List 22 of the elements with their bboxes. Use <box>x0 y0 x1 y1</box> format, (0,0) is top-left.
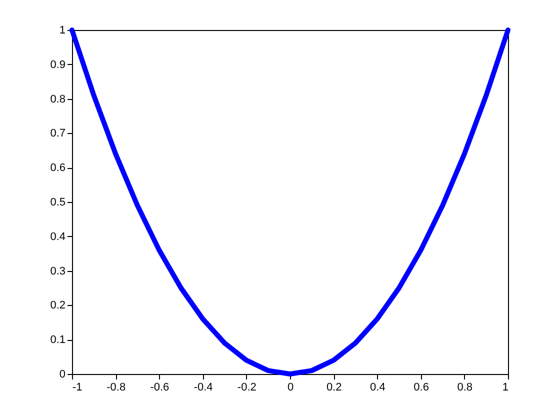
x-tick-label: 0 <box>287 382 294 394</box>
y-tick-label: 0.6 <box>50 162 66 174</box>
x-tick-label: 0.8 <box>457 382 473 394</box>
y-tick-label: 0.1 <box>50 334 66 346</box>
x-tick-label: 1 <box>502 382 508 394</box>
y-tick-label: 0.8 <box>50 93 66 106</box>
y-tick-label: 0.7 <box>50 128 66 140</box>
x-tick-label: 0.2 <box>326 382 342 394</box>
y-tick-label: 0.3 <box>50 265 66 278</box>
x-tick-label: -0.6 <box>150 382 170 394</box>
x-tick-label: -1 <box>72 382 82 394</box>
x-tick-label: -0.4 <box>194 382 213 394</box>
y-tick-label: 1 <box>59 24 66 36</box>
y-tick-label: 0.4 <box>50 230 66 243</box>
y-tick-label: 0.5 <box>50 196 66 208</box>
y-tick-label: 0 <box>59 368 66 380</box>
x-tick-label: -0.8 <box>106 382 126 394</box>
y-tick-label: 0.2 <box>50 300 66 312</box>
x-tick-label: 0.4 <box>370 382 386 394</box>
x-tick-label: -0.2 <box>237 382 256 394</box>
x-tick-label: 0.6 <box>414 382 429 394</box>
y-tick-label: 0.9 <box>50 58 66 71</box>
